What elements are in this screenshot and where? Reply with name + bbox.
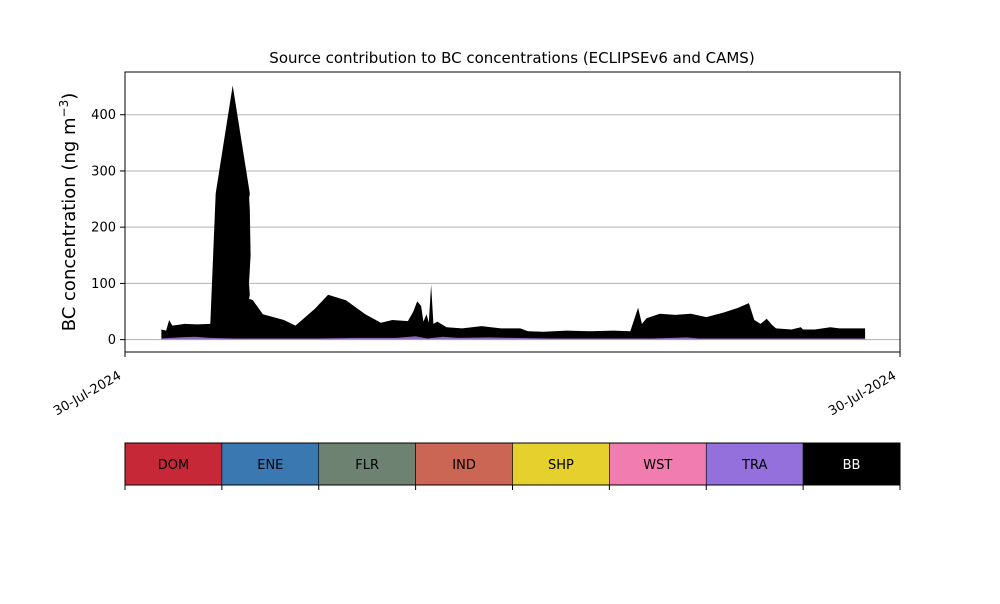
legend-swatch-dom [124,442,223,486]
chart-title: Source contribution to BC concentrations… [269,49,754,67]
legend-swatch-ind [415,442,513,486]
legend-swatch-bb [802,442,901,486]
legend-swatch-flr [318,442,416,486]
y-tick-label-400: 400 [91,108,116,123]
legend-label-wst: WST [643,458,672,473]
legend-label-flr: FLR [355,458,379,473]
legend-swatch-ene [221,442,320,486]
series-area-tra [161,336,866,340]
y-tick-label-300: 300 [91,164,116,179]
legend-colorbar: DOM ENE FLR IND SHP WST TRA BB [124,442,901,490]
plot-area: 0 100 200 300 400 30-Jul-2024 30-Jul-2024 [51,71,901,419]
legend-label-dom: DOM [158,458,189,473]
y-tick-label-0: 0 [108,333,116,348]
y-tick-label-200: 200 [91,221,116,236]
legend-label-shp: SHP [548,458,574,473]
x-tick-label-0: 30-Jul-2024 [51,368,124,419]
y-axis-label: BC concentration (ng m−3) [57,93,80,332]
series-area-bb [161,85,866,340]
legend-swatch-wst [609,442,707,486]
x-tick-label-1: 30-Jul-2024 [826,368,899,419]
legend-label-ene: ENE [257,458,283,473]
plot-frame [124,71,901,353]
legend-label-bb: BB [843,458,861,473]
legend-label-ind: IND [452,458,476,473]
legend-label-tra: TRA [741,458,767,473]
y-tick-label-100: 100 [91,277,116,292]
